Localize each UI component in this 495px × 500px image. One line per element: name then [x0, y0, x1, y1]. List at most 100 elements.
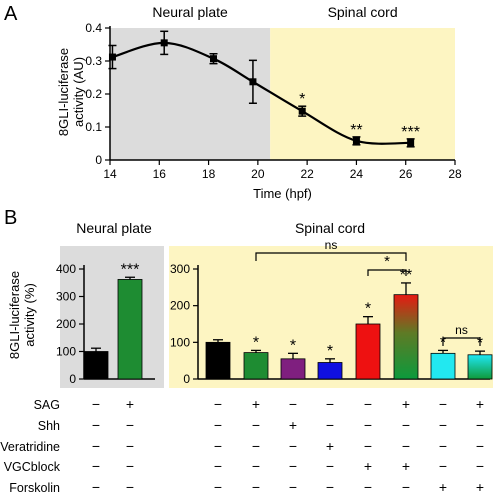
treatment-mark: − [402, 417, 410, 433]
bar [317, 362, 343, 380]
treatment-mark: − [92, 396, 100, 412]
treatment-mark: − [364, 396, 372, 412]
bar [205, 341, 231, 380]
comparison-bracket [442, 337, 481, 346]
y-tick-label: 0 [183, 372, 190, 386]
y-tick-label: 300 [170, 262, 190, 276]
y-tick-label: 200 [56, 317, 76, 331]
neural-plate-background [60, 246, 164, 388]
bar [83, 351, 109, 380]
treatment-mark: + [126, 396, 134, 412]
treatment-mark: − [214, 479, 222, 495]
treatment-mark: − [214, 458, 222, 474]
data-point [160, 39, 168, 47]
x-tick-label: 28 [448, 167, 462, 181]
treatment-mark: − [289, 479, 297, 495]
treatment-mark: + [289, 417, 297, 433]
treatment-mark: − [289, 438, 297, 454]
significance-label: ** [350, 122, 362, 139]
significance-label: * [253, 334, 259, 351]
x-axis-label: Time (hpf) [253, 186, 312, 201]
treatment-mark: − [214, 417, 222, 433]
treatment-mark: − [126, 458, 134, 474]
treatment-mark: − [92, 417, 100, 433]
bar [393, 294, 419, 380]
treatment-mark: + [402, 458, 410, 474]
y-tick-label: 200 [170, 299, 190, 313]
data-point [210, 55, 217, 63]
significance-label: *** [401, 124, 420, 141]
x-tick-label: 26 [399, 167, 413, 181]
bar [430, 352, 456, 380]
significance-label: * [365, 301, 371, 318]
panel-a-label: A [4, 3, 18, 25]
y-tick-label: 0.2 [85, 87, 102, 101]
x-tick-label: 16 [153, 167, 167, 181]
treatment-mark: − [326, 417, 334, 433]
comparison-label: ns [325, 238, 338, 252]
bar [280, 358, 306, 380]
treatment-mark: − [402, 479, 410, 495]
y-tick-label: 0 [95, 153, 102, 167]
treatment-mark: − [214, 438, 222, 454]
treatment-mark: − [364, 417, 372, 433]
treatment-mark: − [476, 417, 484, 433]
comparison-label: ns [455, 323, 468, 337]
treatment-label: Shh [38, 419, 60, 433]
significance-label: *** [121, 261, 140, 278]
significance-label: * [327, 343, 333, 360]
treatment-mark: − [439, 438, 447, 454]
region-label: Neural plate [152, 4, 228, 20]
x-tick-label: 14 [103, 167, 117, 181]
y-tick-label: 0 [69, 372, 76, 386]
x-tick-label: 22 [300, 167, 314, 181]
y-tick-label: 400 [56, 262, 76, 276]
y-tick-label: 100 [170, 335, 190, 349]
bar [467, 354, 493, 380]
x-tick-label: 24 [350, 167, 364, 181]
treatment-mark: − [439, 417, 447, 433]
treatment-label: VGCblock [4, 460, 61, 474]
y-tick-label: 0.4 [85, 21, 102, 35]
region-spinal-cord [270, 28, 455, 160]
treatment-mark: − [252, 438, 260, 454]
treatment-mark: − [92, 458, 100, 474]
data-point [298, 107, 306, 115]
data-point [407, 139, 415, 147]
data-point [249, 78, 257, 86]
y-tick-label: 0.3 [85, 54, 102, 68]
region-neural-plate [110, 28, 271, 160]
y-tick-label: 100 [56, 345, 76, 359]
treatment-mark: + [402, 396, 410, 412]
treatment-mark: − [402, 438, 410, 454]
treatment-mark: − [126, 417, 134, 433]
treatment-mark: − [476, 438, 484, 454]
treatment-mark: − [92, 438, 100, 454]
bar [355, 323, 381, 380]
treatment-label: Veratridine [0, 440, 60, 454]
treatment-mark: − [92, 479, 100, 495]
comparison-label: * [384, 253, 390, 270]
panel-b-label: B [4, 207, 17, 229]
treatment-mark: − [364, 479, 372, 495]
y-axis-label-b: 8GLI-luciferaseactivity (%) [7, 271, 37, 359]
region-label: Spinal cord [328, 4, 398, 20]
treatment-mark: + [252, 396, 260, 412]
subpanel-title: Spinal cord [295, 220, 365, 236]
panel-a-line-chart: Neural plate Spinal cord 0 0.1 0.2 0.3 0.4 14 16… [56, 4, 462, 201]
treatment-mark: + [476, 396, 484, 412]
treatment-mark: − [252, 458, 260, 474]
y-tick-label: 0.1 [85, 120, 102, 134]
comparison-bracket [255, 252, 407, 261]
y-axis-label: 8GLI-luciferaseactivity (AU) [56, 48, 86, 136]
treatment-mark: + [439, 479, 447, 495]
treatment-mark: − [439, 458, 447, 474]
treatment-mark: − [439, 396, 447, 412]
bar [117, 279, 143, 380]
significance-label: * [299, 91, 305, 108]
treatment-label: SAG [34, 398, 60, 412]
treatment-mark: − [326, 458, 334, 474]
significance-label: * [290, 337, 296, 354]
treatment-mark: − [289, 396, 297, 412]
